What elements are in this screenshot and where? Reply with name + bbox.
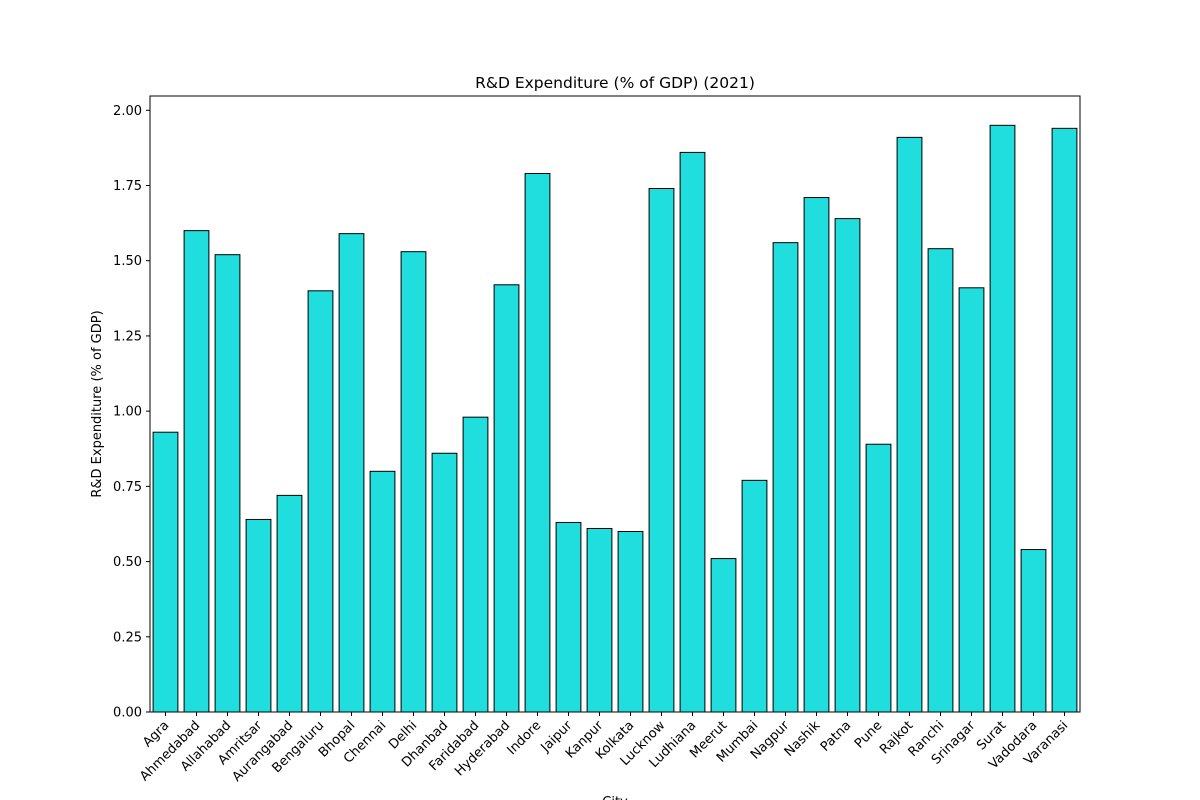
y-tick-label: 0.75 [113, 480, 142, 495]
bar [1051, 127, 1078, 713]
bar [710, 558, 737, 713]
y-tick-label: 0.50 [113, 555, 142, 570]
bar [772, 242, 799, 713]
plot-frame [149, 95, 1081, 713]
bar [1020, 549, 1047, 713]
bar [431, 452, 458, 713]
y-tick-label: 2.00 [113, 104, 142, 119]
bar [369, 470, 396, 713]
y-tick-label: 1.50 [113, 254, 142, 269]
bar [896, 136, 923, 713]
bar [803, 197, 830, 713]
bar [865, 443, 892, 713]
bar [493, 284, 520, 713]
x-tick-label: Patna [818, 718, 854, 754]
bar [338, 233, 365, 713]
y-axis-label: R&D Expenditure (% of GDP) [90, 310, 105, 497]
bar [214, 254, 241, 713]
bar [276, 494, 303, 713]
x-axis-label: City [602, 795, 628, 800]
bar [183, 230, 210, 713]
bar [307, 290, 334, 713]
x-tick-label: Indore [504, 718, 544, 758]
bar [834, 218, 861, 713]
y-tick-label: 1.00 [113, 405, 142, 420]
y-tick-label: 1.25 [113, 329, 142, 344]
bar [927, 248, 954, 713]
bar [400, 251, 427, 713]
bar [989, 124, 1016, 713]
bar [679, 151, 706, 713]
bar [586, 527, 613, 713]
bar [462, 416, 489, 713]
y-tick-label: 0.00 [113, 706, 142, 721]
bar [152, 431, 179, 713]
bar [958, 287, 985, 713]
x-tick-label: Nashik [782, 718, 824, 760]
y-tick-label: 0.25 [113, 630, 142, 645]
bar [524, 172, 551, 713]
bar [648, 188, 675, 713]
y-tick-label: 1.75 [113, 179, 142, 194]
bar [245, 518, 272, 713]
bar [741, 479, 768, 713]
chart-title: R&D Expenditure (% of GDP) (2021) [475, 74, 755, 92]
bar [555, 521, 582, 713]
bar [617, 530, 644, 713]
